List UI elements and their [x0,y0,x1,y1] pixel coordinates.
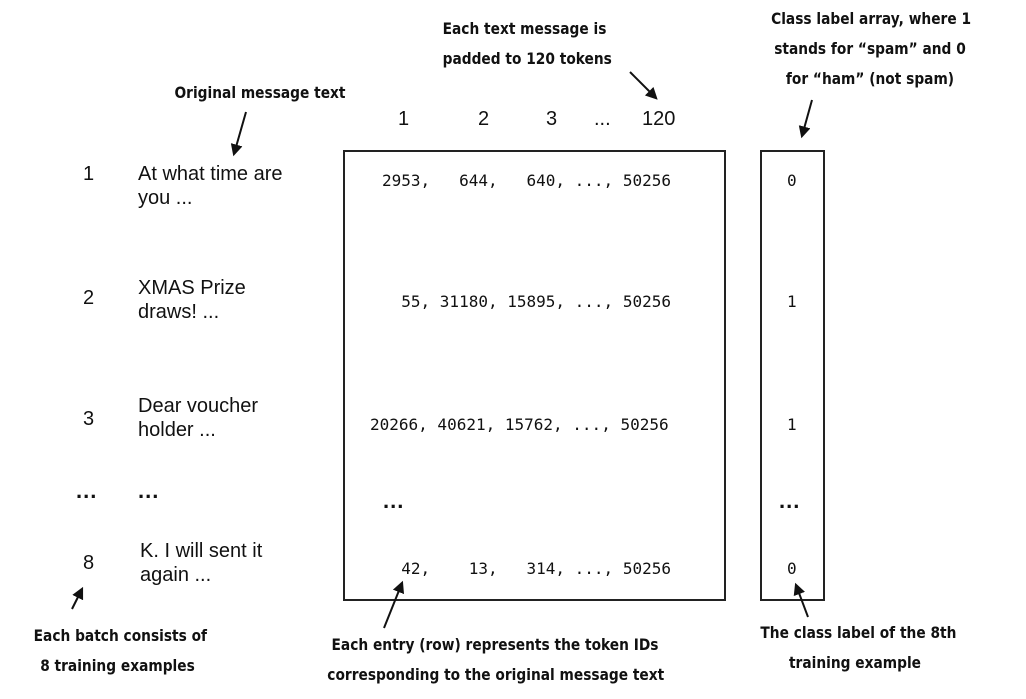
original-text-annotation: Original message text [174,78,346,108]
class-label-array [760,150,825,601]
row-index-8: 8 [83,552,95,574]
batch-note-line1: Each batch consists of [33,626,208,645]
class-label-3: 1 [787,415,797,434]
row-note-line1: Each entry (row) represents the token ID… [331,635,659,654]
column-header-120: 120 [642,108,676,130]
class-label-note-line1: Class label array, where 1 [771,9,972,28]
arrow-class-label [798,99,813,139]
message-text-line: XMAS Prize [138,277,246,299]
message-text-line: holder ... [138,419,216,441]
token-row-8: 42, 13, 314, ..., 50256 [382,559,671,578]
class-label-annotation: Class label array, where 1 stands for “s… [771,4,972,94]
message-text-line: you ... [138,187,193,209]
batch-note-line2: 8 training examples [40,656,195,675]
token-id-matrix [343,150,726,601]
message-text-3: Dear voucher holder ... [138,394,258,442]
column-header-3: 3 [546,108,558,130]
message-text-1: At what time are you ... [138,162,283,210]
token-row-1: 2953, 644, 640, ..., 50256 [382,171,671,190]
message-text-line: At what time are [138,163,283,185]
token-row-2: 55, 31180, 15895, ..., 50256 [382,292,671,311]
arrow-original-text [230,111,247,157]
eighth-label-note-line1: The class label of the 8th [760,623,957,642]
column-header-ellipsis: ... [594,108,611,130]
message-text-line: K. I will sent it [140,540,263,562]
eighth-label-note-line2: training example [788,653,922,672]
class-label-ellipsis: ... [779,488,801,513]
row-index-1: 1 [83,163,95,185]
padding-note-line1: Each text message is [442,19,607,38]
row-index-3: 3 [83,408,95,430]
message-text-8: K. I will sent it again ... [140,539,262,587]
row-index-2: 2 [83,287,95,309]
class-label-2: 1 [787,292,797,311]
column-header-2: 2 [478,108,490,130]
batch-annotation: Each batch consists of 8 training exampl… [33,621,208,681]
padding-annotation: Each text message is padded to 120 token… [442,14,612,74]
message-text-line: again ... [140,564,212,586]
message-text-line: Dear voucher [138,395,259,417]
message-text-ellipsis: ... [138,478,160,503]
message-text-line: draws! ... [138,301,220,323]
class-label-1: 0 [787,171,797,190]
padding-note-line2: padded to 120 tokens [442,49,612,68]
column-header-1: 1 [398,108,410,130]
arrow-padding [629,71,658,100]
row-note-line2: corresponding to the original message te… [327,665,665,684]
message-text-2: XMAS Prize draws! ... [138,276,246,324]
eighth-label-annotation: The class label of the 8th training exam… [760,618,957,678]
row-annotation: Each entry (row) represents the token ID… [327,630,665,690]
original-text-label: Original message text [174,83,346,102]
row-index-ellipsis: ... [76,478,98,503]
token-row-ellipsis: ... [383,488,405,513]
class-label-note-line3: for “ham” (not spam) [785,69,955,88]
token-row-3: 20266, 40621, 15762, ..., 50256 [370,415,669,434]
arrow-batch [71,586,84,610]
class-label-8: 0 [787,559,797,578]
class-label-note-line2: stands for “spam” and 0 [774,39,966,58]
